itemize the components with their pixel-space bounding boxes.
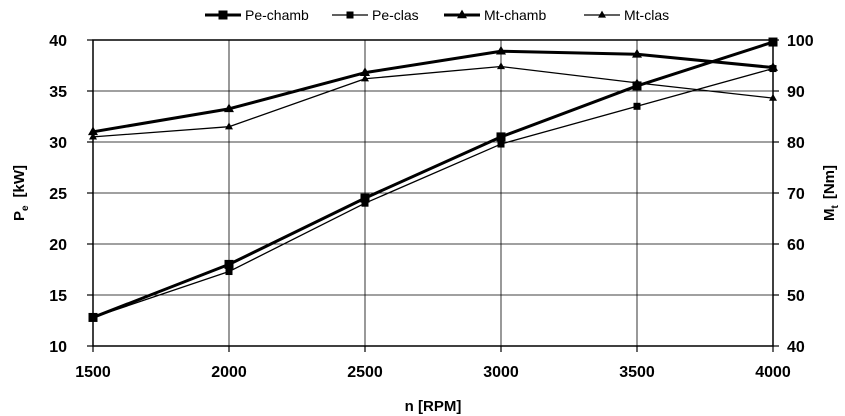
x-tick-label-3500: 3500 (619, 364, 655, 381)
legend-marker-pe-clas (346, 11, 354, 19)
y-axis-left-label-main: P (11, 211, 28, 221)
series-mt-clas (89, 62, 777, 140)
legend-item-pe-clas: Pe-clas (332, 7, 419, 23)
point-pe-chamb-3500 (632, 81, 642, 91)
legend-item-mt-clas: Mt-clas (584, 7, 669, 23)
y-right-tick-label-70: 70 (787, 186, 805, 203)
point-pe-clas-2500 (361, 199, 369, 207)
series-pe-chamb (88, 37, 778, 322)
y-left-tick-label-30: 30 (49, 135, 67, 152)
point-mt-chamb-2500 (360, 67, 370, 76)
y-axis-right-label-main: M (821, 209, 838, 222)
y-axis-right-label-unit: [Nm] (821, 165, 838, 199)
y-right-tick-label-40: 40 (787, 339, 805, 356)
series-line-pe-chamb (92, 40, 774, 319)
point-mt-clas-2500 (361, 74, 369, 82)
legend-marker-mt-clas (598, 10, 606, 18)
point-pe-chamb-2500 (360, 193, 370, 203)
legend-item-mt-chamb: Mt-chamb (444, 7, 546, 23)
legend-marker-pe-chamb (218, 10, 228, 20)
point-mt-chamb-1500 (88, 126, 98, 136)
point-mt-clas-3000 (497, 62, 505, 70)
y-left-tick-label-20: 20 (49, 237, 67, 254)
point-mt-clas-2000 (225, 122, 233, 130)
y-axis-left-label: Pe [kW] (11, 165, 31, 221)
y-right-tick-label-90: 90 (787, 84, 805, 101)
point-mt-clas-1500 (89, 132, 97, 140)
y-left-tick-label-35: 35 (49, 84, 67, 101)
legend-item-pe-chamb: Pe-chamb (205, 7, 309, 23)
legend-label-mt-chamb: Mt-chamb (484, 7, 546, 23)
x-tick-label-4000: 4000 (755, 364, 791, 381)
legend-label-mt-clas: Mt-clas (624, 7, 669, 23)
point-pe-clas-3500 (633, 102, 641, 110)
series-line-mt-clas (92, 65, 774, 138)
y-left-tick-label-25: 25 (49, 186, 67, 203)
x-tick-label-2500: 2500 (347, 364, 383, 381)
point-mt-chamb-3000 (496, 45, 506, 55)
series-layer (88, 37, 778, 322)
y-right-tick-label-60: 60 (787, 237, 805, 254)
y-axis-left-label-unit: [kW] (11, 165, 28, 198)
y-axis-right-label-sub: t (830, 205, 841, 209)
y-axis-left-label-sub: e (20, 205, 31, 211)
series-mt-chamb (88, 45, 778, 136)
point-mt-chamb-4000 (768, 62, 778, 71)
x-axis-label: n [RPM] (405, 398, 462, 415)
point-pe-clas-1500 (89, 313, 97, 321)
y-axis-right-label: Mt [Nm] (821, 165, 841, 221)
y-left-tick-label-40: 40 (49, 33, 67, 50)
point-pe-chamb-2000 (224, 259, 234, 269)
x-axis: 1500 2000 2500 3000 3500 4000 (75, 346, 791, 381)
point-mt-clas-3500 (633, 78, 641, 86)
point-pe-clas-2000 (225, 268, 233, 276)
y-left-tick-label-15: 15 (49, 288, 67, 305)
series-line-mt-chamb (92, 49, 774, 134)
legend-label-pe-chamb: Pe-chamb (245, 7, 309, 23)
y-right-tick-label-100: 100 (787, 33, 814, 50)
point-pe-chamb-3000 (496, 132, 506, 142)
point-pe-clas-3000 (497, 140, 505, 148)
y-left-tick-label-10: 10 (49, 339, 67, 356)
point-mt-chamb-2000 (224, 103, 234, 113)
legend-marker-mt-chamb (457, 9, 467, 19)
y-axis-left: 10 15 20 25 30 35 40 (49, 33, 93, 356)
legend-label-pe-clas: Pe-clas (372, 7, 419, 23)
point-mt-chamb-3500 (632, 48, 642, 58)
y-axis-right: 40 50 60 70 80 90 100 (773, 33, 814, 356)
x-tick-label-1500: 1500 (75, 364, 111, 381)
grid (92, 39, 774, 347)
point-pe-chamb-4000 (768, 37, 778, 47)
x-tick-label-2000: 2000 (211, 364, 247, 381)
y-right-tick-label-80: 80 (787, 135, 805, 152)
y-right-tick-label-50: 50 (787, 288, 805, 305)
x-tick-label-3000: 3000 (483, 364, 519, 381)
point-mt-clas-4000 (769, 93, 777, 101)
series-line-pe-clas (92, 67, 774, 319)
legend: Pe-chamb Pe-clas Mt-chamb Mt-clas (205, 7, 669, 23)
